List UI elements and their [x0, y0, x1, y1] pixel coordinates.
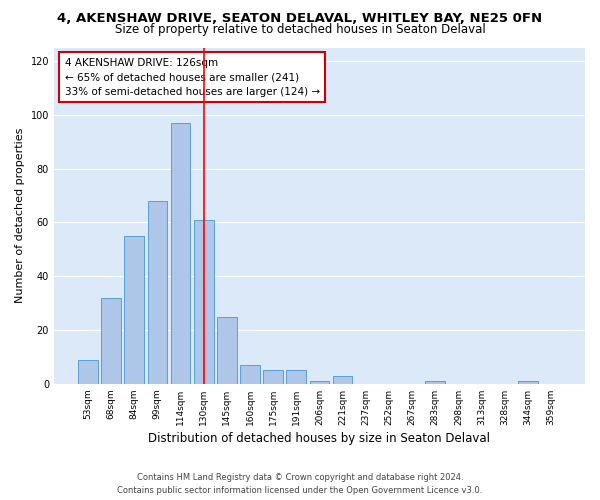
Bar: [333, 376, 352, 384]
X-axis label: Distribution of detached houses by size in Seaton Delaval: Distribution of detached houses by size …: [148, 432, 490, 445]
Bar: [170, 123, 190, 384]
Bar: [310, 381, 329, 384]
Bar: [425, 381, 445, 384]
Bar: [518, 381, 538, 384]
Text: 4 AKENSHAW DRIVE: 126sqm
← 65% of detached houses are smaller (241)
33% of semi-: 4 AKENSHAW DRIVE: 126sqm ← 65% of detach…: [65, 58, 320, 97]
Y-axis label: Number of detached properties: Number of detached properties: [15, 128, 25, 304]
Bar: [263, 370, 283, 384]
Bar: [148, 201, 167, 384]
Bar: [286, 370, 306, 384]
Text: 4, AKENSHAW DRIVE, SEATON DELAVAL, WHITLEY BAY, NE25 0FN: 4, AKENSHAW DRIVE, SEATON DELAVAL, WHITL…: [58, 12, 542, 26]
Bar: [124, 236, 144, 384]
Bar: [101, 298, 121, 384]
Bar: [240, 365, 260, 384]
Bar: [78, 360, 98, 384]
Text: Size of property relative to detached houses in Seaton Delaval: Size of property relative to detached ho…: [115, 22, 485, 36]
Bar: [217, 316, 236, 384]
Text: Contains HM Land Registry data © Crown copyright and database right 2024.
Contai: Contains HM Land Registry data © Crown c…: [118, 474, 482, 495]
Bar: [194, 220, 214, 384]
